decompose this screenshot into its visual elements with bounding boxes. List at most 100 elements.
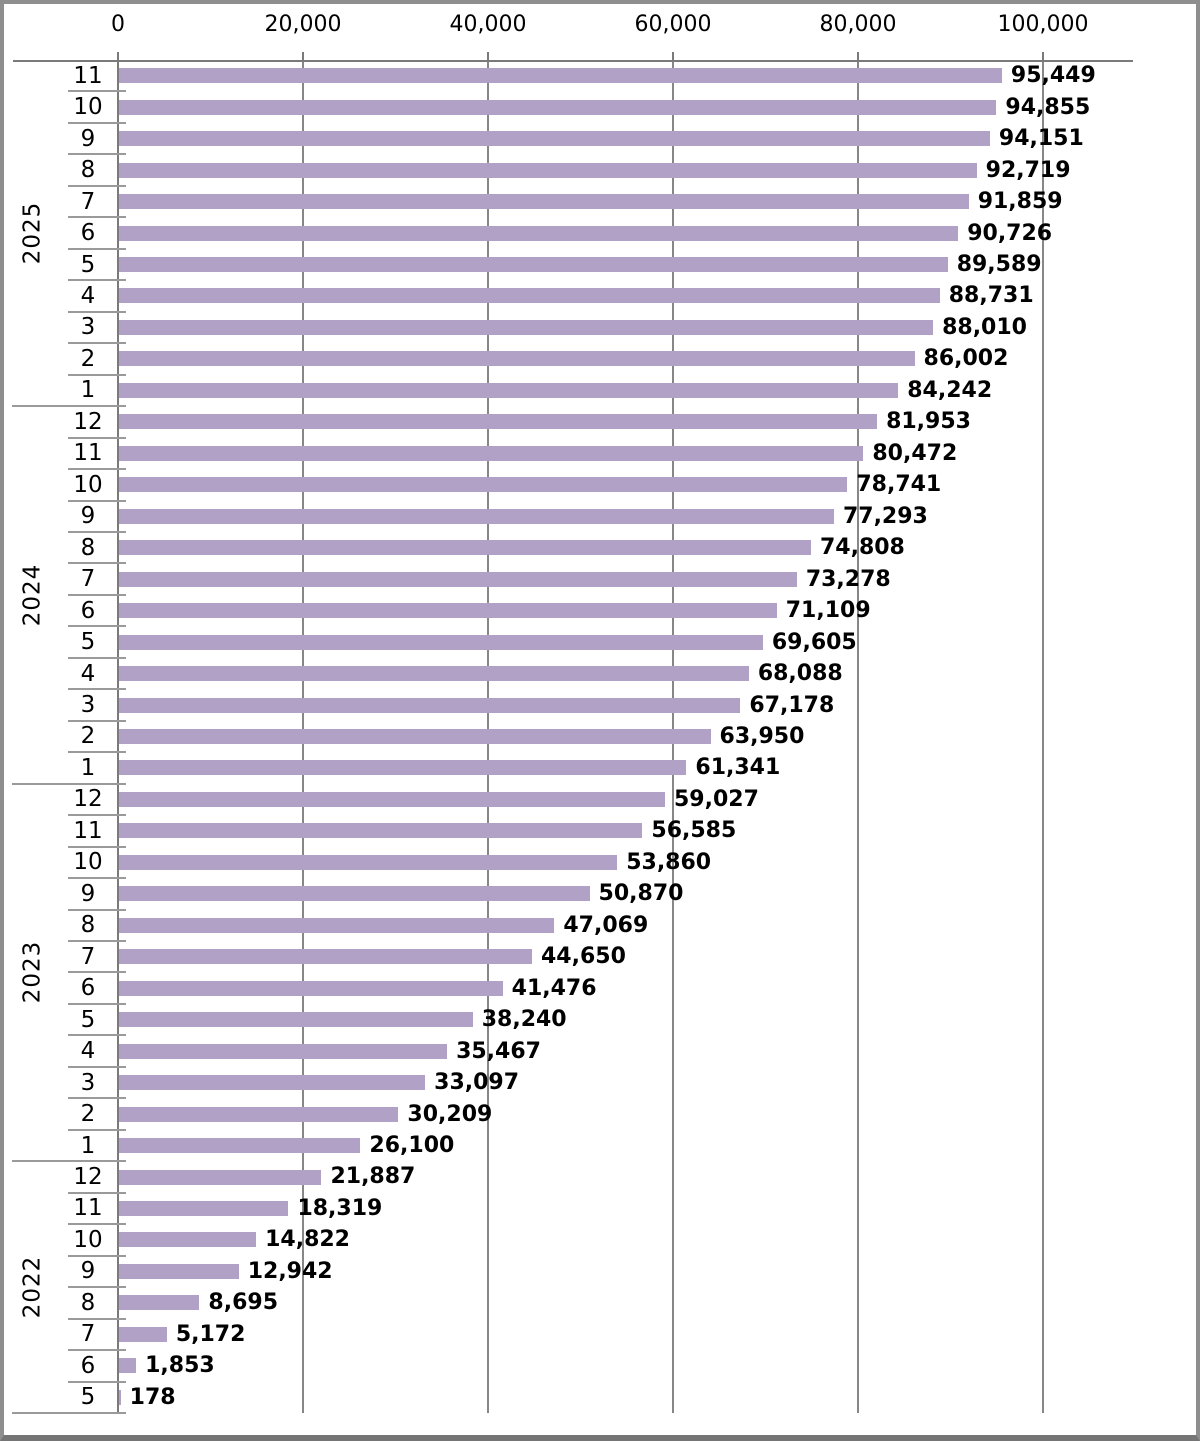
year-label-text: 2023 [19, 941, 46, 1004]
x-axis-tick-label: 40,000 [449, 12, 527, 37]
bar [119, 162, 977, 178]
month-label: 7 [80, 1321, 96, 1348]
x-axis-tick-mark [1042, 52, 1044, 60]
bar-value-label: 86,002 [923, 346, 1009, 372]
month-label: 4 [80, 282, 96, 309]
month-tick-line [68, 562, 126, 565]
bar-value-label: 88,731 [948, 283, 1034, 309]
month-label: 11 [73, 1195, 103, 1222]
bar [119, 917, 555, 933]
bar [119, 949, 532, 965]
bar [119, 351, 915, 367]
bar-value-label: 8,695 [208, 1290, 279, 1316]
month-label: 5 [80, 629, 96, 656]
month-label: 12 [73, 1163, 103, 1190]
month-tick-line [68, 1128, 126, 1131]
bar-value-label: 63,950 [719, 723, 805, 749]
month-tick-line [68, 656, 126, 659]
bar [119, 1232, 257, 1248]
bar [119, 445, 864, 461]
bar-value-label: 26,100 [369, 1133, 455, 1159]
month-label: 4 [80, 1038, 96, 1065]
bar [119, 414, 878, 430]
month-label: 3 [80, 1069, 96, 1096]
bar [119, 68, 1002, 84]
bar-value-label: 73,278 [805, 566, 891, 592]
x-axis-line [13, 60, 1133, 62]
x-axis-tick-label: 20,000 [264, 12, 342, 37]
month-label: 2 [80, 345, 96, 372]
month-label: 5 [80, 1006, 96, 1033]
bar [119, 1389, 121, 1405]
month-tick-line [68, 216, 126, 219]
bar [119, 791, 665, 807]
bar [119, 194, 969, 210]
month-label: 10 [73, 1226, 103, 1253]
month-label: 9 [80, 1258, 96, 1285]
x-axis-tick-mark [302, 52, 304, 60]
month-label: 4 [80, 660, 96, 687]
x-axis-tick-label: 100,000 [997, 12, 1089, 37]
bar [119, 1106, 399, 1122]
month-tick-line [68, 877, 126, 880]
year-separator-line [12, 405, 126, 408]
month-tick-line [68, 342, 126, 345]
year-separator-line [12, 1412, 126, 1414]
month-label: 8 [80, 157, 96, 184]
bar-value-label: 18,319 [297, 1195, 383, 1221]
bar-value-label: 69,605 [771, 629, 857, 655]
month-tick-line [68, 1254, 126, 1257]
bar [119, 729, 711, 744]
bar [119, 1043, 448, 1059]
bar [119, 760, 687, 776]
bar [119, 99, 997, 115]
month-label: 8 [80, 912, 96, 939]
x-axis-tick-label: 0 [111, 12, 125, 37]
bar-value-label: 67,178 [749, 692, 835, 718]
bar-value-label: 89,589 [956, 252, 1042, 277]
month-label: 7 [80, 943, 96, 970]
bar-value-label: 38,240 [481, 1007, 567, 1033]
year-label: 2024 [6, 406, 58, 784]
bar-value-label: 71,109 [785, 598, 871, 624]
bar-value-label: 178 [129, 1384, 176, 1410]
month-label: 12 [73, 786, 103, 813]
bar-value-label: 53,860 [626, 849, 712, 875]
bar [119, 823, 643, 839]
bar-value-label: 81,953 [886, 409, 971, 435]
bar [119, 886, 590, 902]
month-tick-line [68, 1223, 126, 1226]
month-label: 2 [80, 1101, 96, 1128]
bar [119, 131, 990, 147]
month-tick-line [68, 153, 126, 156]
x-axis-tick-label: 60,000 [634, 12, 712, 37]
month-tick-line [68, 845, 126, 848]
month-tick-line [68, 90, 126, 93]
bar-value-label: 44,650 [541, 944, 626, 970]
bar [119, 1075, 426, 1091]
year-label-text: 2022 [19, 1255, 46, 1319]
bar [119, 382, 899, 398]
y-axis-line [117, 52, 119, 1413]
bar [119, 980, 503, 996]
bar-value-label: 88,010 [942, 314, 1027, 340]
month-label: 6 [80, 597, 96, 624]
month-tick-line [68, 908, 126, 911]
year-separator-line [12, 1160, 126, 1163]
month-tick-line [68, 1349, 126, 1352]
bar [119, 288, 940, 304]
bar [119, 1200, 289, 1216]
month-label: 5 [80, 251, 96, 278]
month-label: 1 [80, 754, 96, 781]
month-label: 3 [80, 314, 96, 341]
month-label: 11 [73, 817, 103, 844]
bar [119, 319, 934, 335]
x-axis-tick-mark [857, 52, 859, 60]
bar [119, 634, 763, 650]
x-axis-tick-mark [487, 52, 489, 60]
month-tick-line [68, 184, 126, 187]
month-tick-line [68, 751, 126, 754]
bar-value-label: 5,172 [175, 1321, 246, 1347]
month-tick-line [68, 1317, 126, 1320]
